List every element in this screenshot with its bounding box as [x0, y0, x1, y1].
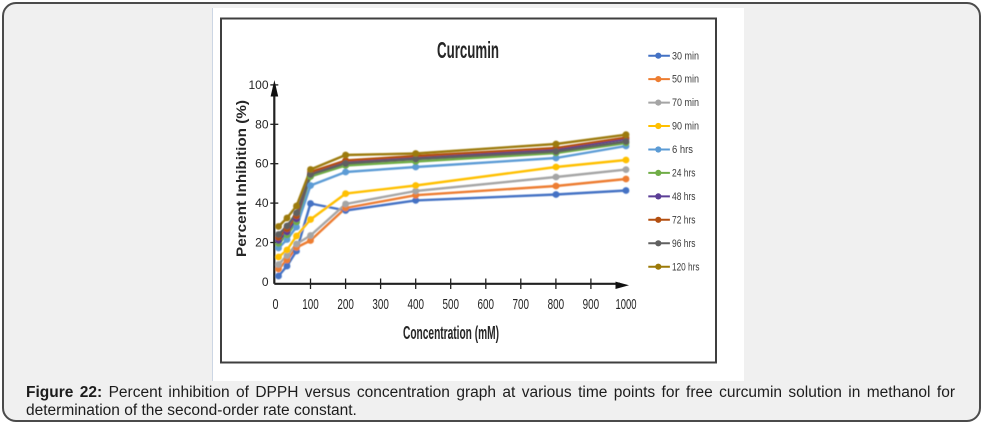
svg-text:80: 80: [255, 117, 269, 131]
svg-text:100: 100: [248, 78, 268, 92]
svg-text:Curcumin: Curcumin: [437, 37, 499, 63]
svg-text:40: 40: [255, 196, 269, 210]
svg-text:400: 400: [407, 296, 424, 313]
svg-text:Concentration (mM): Concentration (mM): [403, 323, 499, 343]
svg-text:30 min: 30 min: [672, 50, 699, 62]
svg-text:700: 700: [513, 296, 530, 313]
svg-text:48 hrs: 48 hrs: [672, 191, 696, 203]
svg-text:200: 200: [337, 296, 354, 313]
svg-text:800: 800: [548, 296, 565, 313]
svg-text:60: 60: [255, 157, 269, 171]
svg-text:96 hrs: 96 hrs: [672, 238, 696, 250]
svg-text:900: 900: [583, 296, 600, 313]
svg-text:100: 100: [302, 296, 319, 313]
svg-text:300: 300: [372, 296, 389, 313]
svg-text:72 hrs: 72 hrs: [672, 214, 696, 226]
svg-text:600: 600: [478, 296, 495, 313]
svg-text:0: 0: [273, 296, 279, 313]
svg-text:24 hrs: 24 hrs: [672, 168, 696, 180]
svg-text:1000: 1000: [616, 296, 637, 313]
svg-text:70 min: 70 min: [672, 97, 699, 109]
svg-text:Percent Inhibition (%): Percent Inhibition (%): [234, 100, 249, 257]
svg-text:90 min: 90 min: [672, 121, 699, 133]
svg-text:120 hrs: 120 hrs: [672, 261, 700, 273]
svg-text:6 hrs: 6 hrs: [672, 144, 693, 156]
svg-text:50 min: 50 min: [672, 74, 699, 86]
svg-text:20: 20: [255, 236, 269, 250]
svg-text:500: 500: [442, 296, 459, 313]
svg-text:0: 0: [262, 275, 269, 289]
